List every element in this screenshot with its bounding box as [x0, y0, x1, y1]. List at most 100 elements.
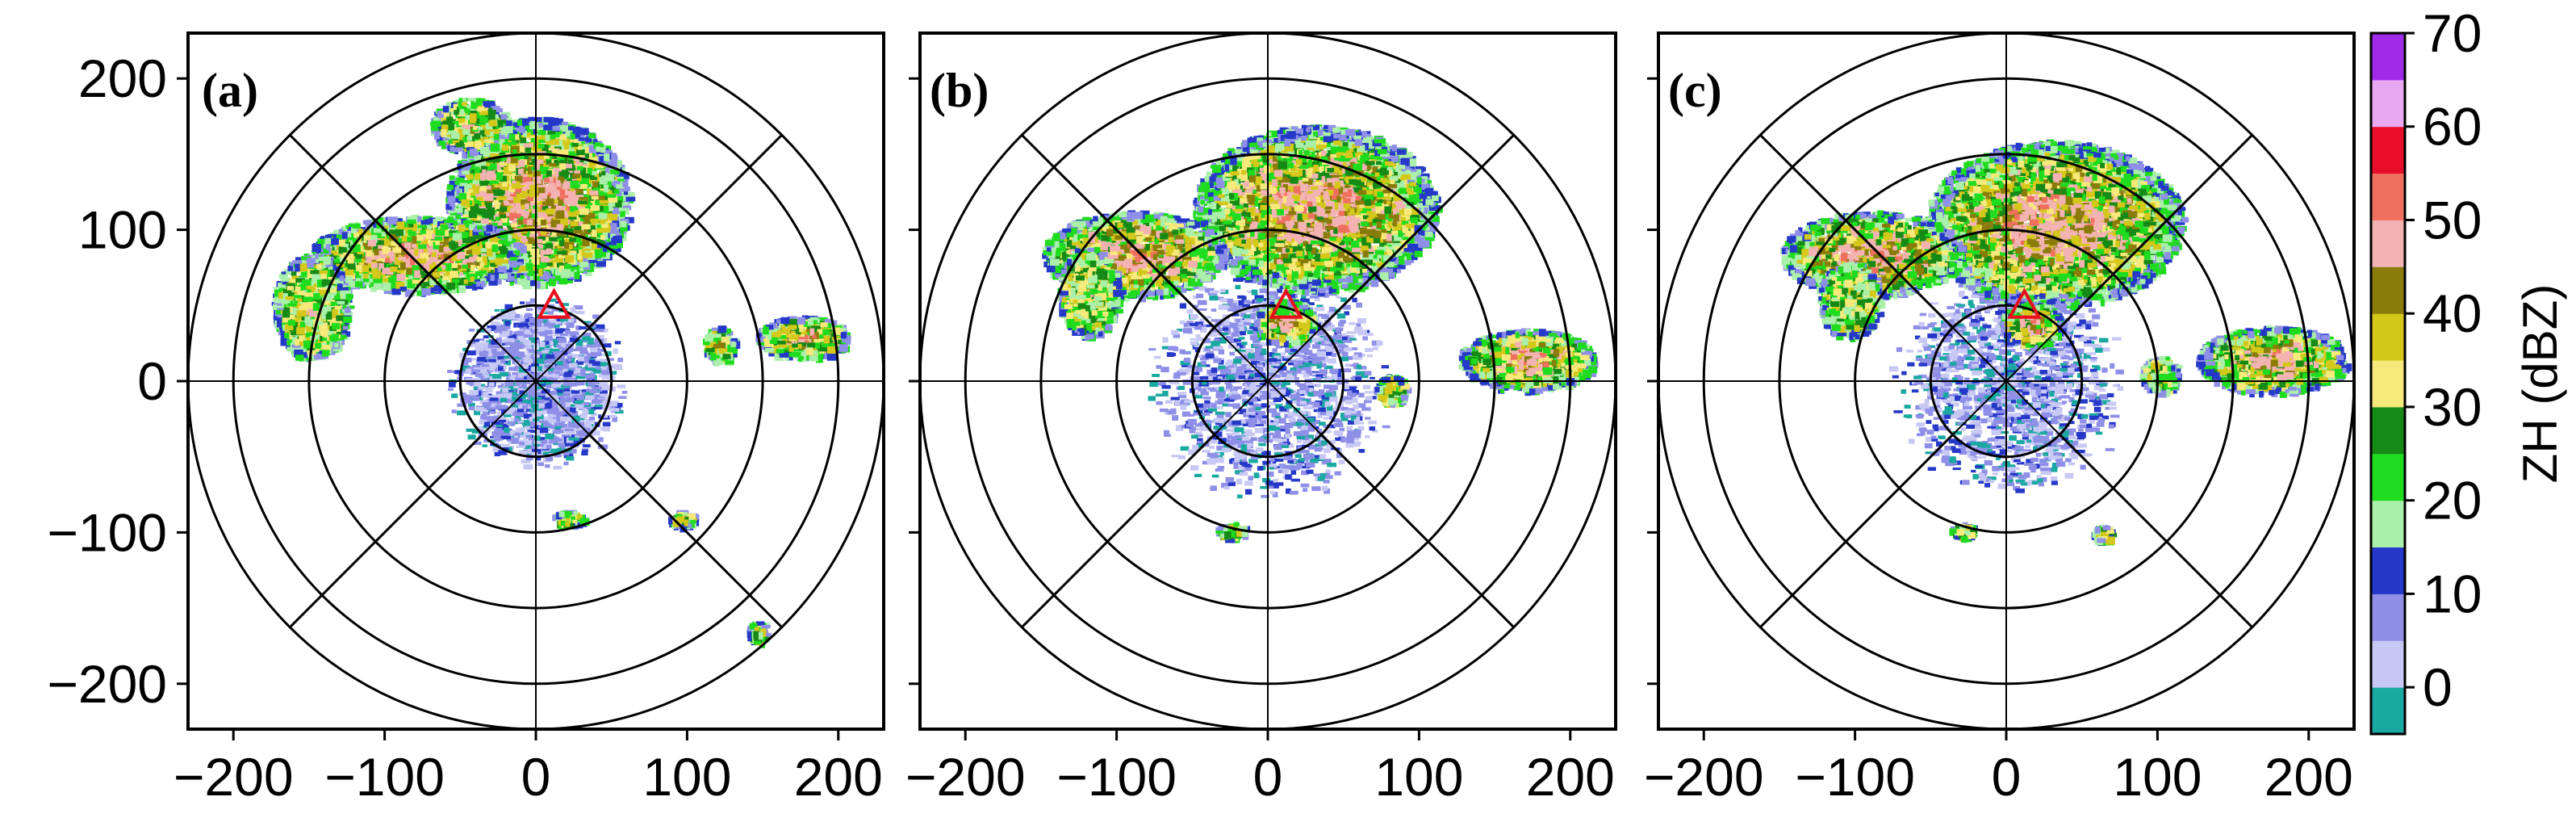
- echo-bin: [540, 397, 550, 401]
- echo-bin: [613, 189, 620, 195]
- echo-bin: [539, 439, 548, 443]
- echo-bin: [530, 329, 537, 334]
- echo-bin: [546, 170, 552, 177]
- echo-bin: [475, 391, 482, 396]
- echo-bin: [485, 346, 495, 351]
- echo-bin: [577, 200, 588, 204]
- echo-bin: [500, 215, 507, 219]
- echo-bin: [519, 343, 529, 348]
- echo-bin: [537, 462, 545, 467]
- echo-bin: [558, 338, 567, 343]
- echo-bin: [486, 416, 496, 422]
- echo-bin: [522, 405, 529, 409]
- echo-bin: [592, 398, 600, 402]
- echo-bin: [618, 172, 628, 180]
- echo-bin: [530, 451, 538, 457]
- echo-bin: [581, 348, 588, 354]
- echo-bin: [492, 447, 501, 452]
- echo-bin: [549, 279, 556, 287]
- echo-bin: [502, 331, 510, 337]
- echo-bin: [488, 359, 496, 363]
- echo-bin: [533, 220, 542, 224]
- echo-bin: [447, 388, 454, 392]
- echo-bin: [543, 421, 552, 427]
- echo-bin: [574, 235, 582, 243]
- echo-bin: [496, 432, 506, 435]
- echo-bin: [492, 189, 503, 196]
- echo-bin: [478, 368, 487, 374]
- echo-bin: [504, 304, 513, 310]
- echo-bin: [520, 275, 525, 279]
- echo-bin: [596, 146, 600, 153]
- echo-bin: [566, 455, 575, 461]
- echo-bin: [523, 341, 531, 345]
- echo-bin: [459, 182, 468, 187]
- echo-bin: [529, 384, 537, 388]
- echo-bin: [459, 392, 466, 396]
- echo-bin: [553, 373, 559, 379]
- echo-bin: [568, 363, 578, 368]
- echo-bin: [480, 413, 487, 418]
- echo-bin: [557, 258, 563, 266]
- echo-bin: [548, 378, 558, 383]
- echo-bin: [527, 400, 533, 405]
- echo-bin: [590, 205, 600, 212]
- echo-bin: [526, 424, 535, 428]
- echo-bin: [559, 250, 567, 254]
- echo-bin: [562, 224, 568, 230]
- echo-bin: [550, 390, 558, 396]
- echo-bin: [483, 335, 489, 339]
- echo-bin: [488, 382, 495, 387]
- echo-bin: [508, 367, 516, 371]
- echo-bin: [591, 400, 600, 405]
- echo-bin: [479, 391, 487, 396]
- echo-bin: [524, 443, 531, 449]
- echo-bin: [473, 441, 482, 446]
- echo-bin: [476, 388, 482, 392]
- echo-bin: [461, 362, 469, 367]
- echo-bin: [491, 339, 498, 346]
- echo-bin: [470, 195, 479, 203]
- echo-bin: [543, 341, 550, 345]
- echo-bin: [523, 431, 531, 435]
- echo-bin: [561, 347, 570, 350]
- echo-bin: [551, 308, 559, 312]
- echo-bin: [525, 262, 533, 271]
- echo-bin: [536, 358, 546, 364]
- echo-bin: [509, 208, 516, 213]
- echo-bin: [538, 244, 543, 249]
- echo-bin: [521, 187, 528, 191]
- echo-bin: [510, 126, 520, 130]
- echo-bin: [523, 367, 533, 371]
- echo-bin: [488, 182, 496, 187]
- echo-bin: [500, 324, 511, 330]
- echo-bin: [508, 314, 515, 320]
- echo-bin: [503, 200, 508, 204]
- echo-bin: [583, 257, 590, 265]
- echo-bin: [519, 301, 525, 304]
- echo-bin: [504, 418, 510, 424]
- echo-bin: [462, 347, 469, 352]
- echo-bin: [553, 465, 562, 470]
- echo-bin: [525, 237, 534, 245]
- echo-bin: [545, 380, 554, 385]
- echo-bin: [604, 350, 612, 356]
- echo-bin: [483, 359, 491, 363]
- echo-bin: [451, 393, 458, 398]
- echo-bin: [565, 255, 575, 262]
- echo-bin: [610, 181, 616, 187]
- echo-bin: [548, 325, 557, 329]
- echo-bin: [497, 340, 505, 345]
- echo-bin: [558, 443, 566, 447]
- echo-bin: [530, 446, 538, 449]
- echo-bin: [598, 257, 603, 265]
- echo-bin: [582, 388, 590, 392]
- echo-bin: [463, 394, 470, 400]
- echo-bin: [564, 191, 572, 195]
- echo-bin: [509, 430, 515, 434]
- echo-bin: [569, 443, 578, 447]
- echo-bin: [538, 193, 547, 199]
- echo-bin: [448, 209, 454, 214]
- echo-bin: [530, 363, 539, 368]
- echo-bin: [501, 162, 508, 170]
